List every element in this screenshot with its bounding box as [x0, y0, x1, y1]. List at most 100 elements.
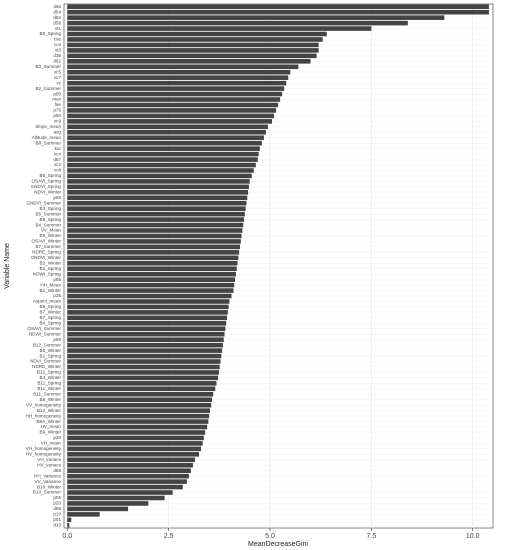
y-tick-label: B11_Winter: [37, 386, 61, 391]
y-tick-label: B7_Summer: [35, 244, 61, 249]
bar: [67, 473, 189, 479]
bar: [67, 157, 258, 162]
y-tick-label: d89: [53, 506, 61, 511]
bar: [67, 233, 242, 239]
y-tick-label: max: [52, 97, 61, 102]
bar: [67, 348, 223, 353]
y-tick-label: p95: [53, 195, 61, 200]
bar: [67, 250, 240, 255]
y-tick-label: NDRE_Spring: [32, 250, 61, 255]
bar: [67, 293, 232, 299]
x-tick-label: 0.0: [62, 533, 72, 540]
bar: [67, 266, 237, 272]
y-tick-label: vc4: [54, 151, 62, 156]
y-tick-label: VH_variace: [37, 457, 61, 462]
bar: [67, 468, 191, 473]
y-tick-label: VV_Variance: [35, 479, 62, 484]
y-tick-label: B4_Winter: [40, 375, 62, 380]
y-tick-label: vc9: [54, 119, 62, 124]
y-axis-title: Variable Name: [4, 243, 11, 289]
y-tick-label: vc7: [54, 75, 62, 80]
y-tick-label: Slope_mean: [35, 124, 61, 129]
y-tick-label: VV_homogeneity: [26, 402, 62, 407]
bar: [67, 80, 287, 86]
y-tick-label: vc: [56, 80, 61, 85]
y-tick-label: B5_Spring: [40, 304, 62, 309]
y-tick-label: B12_Winter: [37, 408, 61, 413]
y-tick-label: p75: [53, 108, 61, 113]
bar: [67, 179, 250, 184]
y-tick-label: B6_Winter: [40, 348, 62, 353]
y-tick-label: B2_Winter: [40, 260, 62, 265]
bar: [67, 501, 149, 506]
y-tick-label: d35: [53, 53, 61, 58]
bar: [67, 151, 259, 157]
bar: [67, 173, 252, 179]
y-tick-label: fire: [55, 102, 62, 107]
bar: [67, 271, 236, 277]
y-tick-label: NDRE_Winter: [32, 364, 61, 369]
y-tick-label: B4_Summer: [35, 222, 61, 227]
bar: [67, 391, 214, 397]
bar: [67, 462, 193, 468]
bar: [67, 457, 195, 463]
y-tick-label: HV_variace: [37, 462, 61, 467]
y-tick-label: OSAVI_Summer: [27, 326, 61, 331]
bar: [67, 299, 230, 304]
y-tick-label: p30: [53, 435, 61, 440]
bar: [67, 430, 206, 435]
y-tick-label: B7_Spring: [40, 315, 62, 320]
bar: [67, 364, 220, 370]
bar: [67, 190, 249, 195]
plot-panel: [63, 3, 494, 529]
bar: [67, 452, 200, 457]
y-tick-label: B7_Winter: [40, 310, 62, 315]
y-tick-label: B8_Winter: [40, 397, 62, 402]
bar: [67, 4, 489, 10]
bar: [67, 397, 213, 403]
bar: [67, 195, 248, 201]
y-tick-label: B3_Spring: [40, 206, 62, 211]
bar: [67, 217, 245, 222]
y-tick-label: d10: [53, 522, 61, 527]
y-tick-label: p50: [53, 91, 61, 96]
bar: [67, 506, 129, 512]
bar: [67, 86, 285, 91]
bar: [67, 244, 240, 250]
y-tick-label: p10: [53, 512, 61, 517]
bar: [67, 441, 203, 446]
y-tick-label: p20: [53, 501, 61, 506]
y-tick-label: B4_Spring: [40, 321, 62, 326]
bar: [67, 168, 254, 173]
bar: [67, 424, 208, 430]
y-tick-label: d57: [53, 157, 61, 162]
bar: [67, 386, 216, 392]
bar: [67, 146, 260, 151]
bar: [67, 9, 489, 15]
bar: [67, 64, 299, 70]
bar: [67, 359, 221, 364]
bar: [67, 331, 225, 337]
bar: [67, 446, 202, 452]
bar: [67, 15, 445, 20]
bar: [67, 48, 319, 53]
bar: [67, 517, 72, 523]
bar: [67, 381, 217, 386]
y-tick-label: Altitude_mean: [32, 135, 62, 140]
y-tick-label: NDWI_Summer: [29, 331, 62, 336]
bar: [67, 20, 408, 26]
y-tick-label: VH_homogeneity: [26, 446, 62, 451]
y-tick-label: vt3: [55, 48, 62, 53]
bar: [67, 206, 246, 211]
bar: [67, 129, 266, 135]
y-tick-label: B1_Spring: [40, 353, 62, 358]
bar: [67, 184, 249, 190]
y-tick-label: vt1: [55, 26, 62, 31]
bar: [67, 370, 219, 375]
bar: [67, 315, 228, 321]
bar: [67, 42, 319, 48]
bar: [67, 402, 212, 408]
y-tick-label: B9_Spring: [40, 217, 62, 222]
y-tick-label: B2_Spring: [40, 266, 62, 271]
bar: [67, 53, 317, 59]
